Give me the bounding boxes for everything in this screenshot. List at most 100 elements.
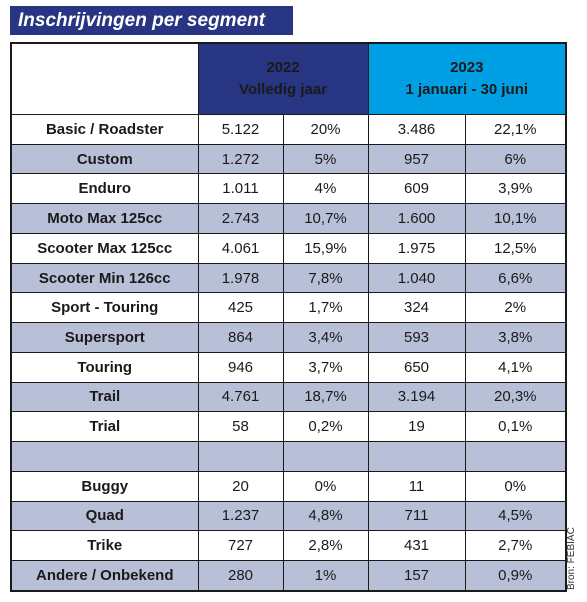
count-2023-cell: [367, 441, 466, 472]
segment-name-cell: Sport - Touring: [10, 292, 199, 324]
share-2023-cell: 12,5%: [464, 232, 567, 264]
count-2022-cell: 4.061: [197, 232, 284, 264]
table-row: Enduro 1.011 4% 609 3,9%: [10, 173, 567, 205]
count-2023-cell: 324: [367, 292, 466, 324]
share-2023-cell: 0,1%: [464, 411, 567, 443]
share-2022-cell: 20%: [282, 114, 369, 145]
count-2023-cell: 650: [367, 351, 466, 383]
share-2023-cell: [464, 441, 567, 472]
count-2022-cell: 1.011: [197, 173, 284, 205]
source-note: Bron: FEBIAC: [566, 527, 577, 590]
table-body: Basic / Roadster 5.122 20% 3.486 22,1% Custom…: [10, 114, 567, 592]
share-2022-cell: 3,4%: [282, 322, 369, 353]
segment-name-cell: Moto Max 125cc: [10, 203, 199, 234]
count-2022-cell: 20: [197, 470, 284, 502]
share-2023-cell: 4,1%: [464, 351, 567, 383]
segment-name-cell: Trial: [10, 411, 199, 443]
table-row: Touring 946 3,7% 650 4,1%: [10, 351, 567, 383]
count-2023-cell: 593: [367, 322, 466, 353]
share-2022-cell: 10,7%: [282, 203, 369, 234]
segment-name-cell: Touring: [10, 351, 199, 383]
count-2023-cell: 1.600: [367, 203, 466, 234]
count-2022-cell: 4.761: [197, 381, 284, 413]
share-2023-cell: 10,1%: [464, 203, 567, 234]
count-2023-cell: 957: [367, 143, 466, 175]
count-2023-cell: 1.975: [367, 232, 466, 264]
count-2023-cell: 11: [367, 470, 466, 502]
table-row: Andere / Onbekend 280 1% 157 0,9%: [10, 560, 567, 592]
count-2022-cell: 2.743: [197, 203, 284, 234]
count-2022-cell: 1.272: [197, 143, 284, 175]
count-2023-cell: 3.194: [367, 381, 466, 413]
segment-name-cell: Andere / Onbekend: [10, 560, 199, 592]
count-2022-cell: 864: [197, 322, 284, 353]
count-2023-cell: 431: [367, 530, 466, 562]
table-row: Trike 727 2,8% 431 2,7%: [10, 530, 567, 562]
header-2022-year: 2022: [266, 59, 300, 76]
segment-name-cell: Enduro: [10, 173, 199, 205]
count-2022-cell: 1.978: [197, 262, 284, 294]
share-2023-cell: 2,7%: [464, 530, 567, 562]
share-2023-cell: 22,1%: [464, 114, 567, 145]
count-2023-cell: 609: [367, 173, 466, 205]
header-blank-cell: [10, 42, 199, 115]
count-2023-cell: 711: [367, 500, 466, 532]
count-2022-cell: 280: [197, 560, 284, 592]
count-2022-cell: [197, 441, 284, 472]
share-2022-cell: 4%: [282, 173, 369, 205]
segment-name-cell: Supersport: [10, 322, 199, 353]
share-2023-cell: 6,6%: [464, 262, 567, 294]
header-2023-period: 1 januari - 30 juni: [405, 81, 529, 98]
count-2022-cell: 946: [197, 351, 284, 383]
segment-table: 2022 Volledig jaar 2023 1 januari - 30 j…: [10, 42, 568, 592]
table-row: Trial 58 0,2% 19 0,1%: [10, 411, 567, 443]
segment-name-cell: Buggy: [10, 470, 199, 502]
share-2023-cell: 3,9%: [464, 173, 567, 205]
table-row: Basic / Roadster 5.122 20% 3.486 22,1%: [10, 114, 567, 145]
table-row: Trail 4.761 18,7% 3.194 20,3%: [10, 381, 567, 413]
table-row: Supersport 864 3,4% 593 3,8%: [10, 322, 567, 353]
share-2023-cell: 0,9%: [464, 560, 567, 592]
share-2022-cell: [282, 441, 369, 472]
segment-name-cell: Trike: [10, 530, 199, 562]
count-2023-cell: 3.486: [367, 114, 466, 145]
count-2022-cell: 5.122: [197, 114, 284, 145]
count-2022-cell: 727: [197, 530, 284, 562]
header-2023: 2023 1 januari - 30 juni: [367, 42, 567, 115]
share-2022-cell: 5%: [282, 143, 369, 175]
count-2023-cell: 19: [367, 411, 466, 443]
share-2023-cell: 6%: [464, 143, 567, 175]
table-row: [10, 441, 567, 472]
segment-name-cell: Basic / Roadster: [10, 114, 199, 145]
segment-name-cell: Trail: [10, 381, 199, 413]
segment-name-cell: Quad: [10, 500, 199, 532]
table-header-row: 2022 Volledig jaar 2023 1 januari - 30 j…: [10, 42, 567, 115]
share-2023-cell: 2%: [464, 292, 567, 324]
share-2023-cell: 3,8%: [464, 322, 567, 353]
share-2022-cell: 4,8%: [282, 500, 369, 532]
share-2022-cell: 2,8%: [282, 530, 369, 562]
share-2022-cell: 0%: [282, 470, 369, 502]
share-2023-cell: 0%: [464, 470, 567, 502]
count-2023-cell: 1.040: [367, 262, 466, 294]
table-row: Moto Max 125cc 2.743 10,7% 1.600 10,1%: [10, 203, 567, 234]
count-2023-cell: 157: [367, 560, 466, 592]
share-2023-cell: 20,3%: [464, 381, 567, 413]
share-2023-cell: 4,5%: [464, 500, 567, 532]
count-2022-cell: 425: [197, 292, 284, 324]
header-2023-year: 2023: [450, 59, 484, 76]
share-2022-cell: 1,7%: [282, 292, 369, 324]
header-2022: 2022 Volledig jaar: [197, 42, 369, 115]
table-row: Sport - Touring 425 1,7% 324 2%: [10, 292, 567, 324]
segment-name-cell: Scooter Min 126cc: [10, 262, 199, 294]
header-2022-period: Volledig jaar: [238, 81, 328, 98]
page-title: Inschrijvingen per segment: [10, 6, 293, 35]
share-2022-cell: 15,9%: [282, 232, 369, 264]
segment-name-cell: Scooter Max 125cc: [10, 232, 199, 264]
count-2022-cell: 1.237: [197, 500, 284, 532]
table-row: Quad 1.237 4,8% 711 4,5%: [10, 500, 567, 532]
count-2022-cell: 58: [197, 411, 284, 443]
segment-name-cell: Custom: [10, 143, 199, 175]
table-row: Buggy 20 0% 11 0%: [10, 470, 567, 502]
table-row: Scooter Max 125cc 4.061 15,9% 1.975 12,5%: [10, 232, 567, 264]
